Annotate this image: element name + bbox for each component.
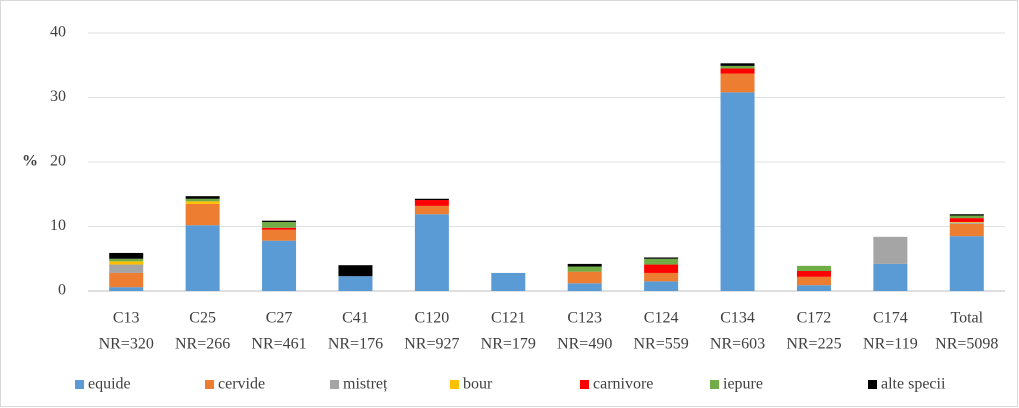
bar-segment (567, 283, 602, 291)
legend-swatch (868, 380, 877, 389)
bar-segment (567, 266, 602, 272)
bar-segment (414, 214, 449, 291)
bar-segment (567, 271, 602, 284)
bar-segment (873, 263, 908, 291)
x-tick-label: C174 (873, 310, 908, 327)
x-tick-label: C41 (342, 310, 369, 327)
bar-segment (644, 264, 679, 273)
y-tick-label: 20 (50, 153, 66, 170)
bar-segment (949, 222, 984, 224)
bar-segment (796, 285, 831, 291)
bar-segment (338, 265, 373, 277)
x-tick-label: NR=603 (710, 336, 765, 353)
bar-segment (720, 92, 755, 291)
bar-segment (796, 271, 831, 277)
bar-segment (796, 276, 831, 286)
bar-segment (949, 218, 984, 222)
bar-segment (414, 200, 449, 206)
x-tick-label: C121 (491, 310, 526, 327)
legend-swatch (330, 380, 339, 389)
legend-label: carnivore (593, 376, 653, 393)
y-tick-label: 30 (50, 88, 66, 105)
bar-segment (644, 281, 679, 291)
x-tick-label: Total (950, 310, 983, 327)
bar-segment (262, 221, 297, 228)
legend-label: bour (463, 376, 493, 393)
bar-segment (491, 272, 526, 291)
bar-segment (185, 196, 220, 199)
legend-swatch (205, 380, 214, 389)
legend-label: iepure (723, 376, 763, 393)
bar-segment (720, 65, 755, 69)
bar-segment (262, 220, 297, 222)
bar-segment (185, 225, 220, 291)
x-tick-label: C124 (644, 310, 679, 327)
bar-segment (185, 198, 220, 202)
bar-segment (109, 272, 144, 288)
x-tick-label: NR=927 (404, 336, 459, 353)
bar-segment (414, 198, 449, 201)
bar-segment (338, 276, 373, 291)
legend-swatch (450, 380, 459, 389)
legend-swatch (580, 380, 589, 389)
bar-segment (720, 73, 755, 93)
x-tick-label: C123 (567, 310, 602, 327)
bar-segment (567, 263, 602, 267)
bar-segment (720, 63, 755, 66)
bar-segment (796, 265, 831, 272)
bar-segment (644, 258, 679, 265)
x-tick-label: C134 (720, 310, 755, 327)
x-tick-label: C172 (797, 310, 832, 327)
y-tick-label: 0 (58, 282, 66, 299)
bar-segment (109, 264, 144, 273)
bar-segment (185, 203, 220, 226)
bar-segment (873, 236, 908, 264)
x-tick-label: NR=461 (251, 336, 306, 353)
bar-segment (109, 258, 144, 262)
x-tick-label: NR=179 (481, 336, 536, 353)
x-tick-label: NR=320 (99, 336, 154, 353)
legend-label: cervide (218, 376, 265, 393)
x-tick-label: C27 (266, 310, 293, 327)
bar-segment (262, 229, 297, 241)
bar-segment (109, 261, 144, 265)
legend-label: equide (88, 376, 131, 393)
bar-segment (644, 257, 679, 259)
x-tick-label: C13 (113, 310, 140, 327)
bar-segment (414, 205, 449, 215)
x-tick-label: C25 (189, 310, 216, 327)
y-tick-label: 40 (50, 24, 66, 41)
legend-swatch (710, 380, 719, 389)
bar-segment (949, 215, 984, 219)
bar-segment (949, 214, 984, 216)
y-axis-label: % (22, 153, 38, 170)
x-tick-label: NR=225 (786, 336, 841, 353)
bar-segment (720, 68, 755, 74)
x-tick-label: NR=490 (557, 336, 612, 353)
y-tick-label: 10 (50, 217, 66, 234)
bar-segment (644, 272, 679, 282)
x-tick-label: C120 (415, 310, 450, 327)
legend-label: alte specii (881, 376, 946, 393)
x-tick-label: NR=119 (863, 336, 918, 353)
legend-label: mistreț (343, 376, 388, 393)
x-tick-label: NR=176 (328, 336, 383, 353)
bar-segment (949, 221, 984, 223)
bar-segment (109, 252, 144, 259)
x-tick-label: NR=5098 (935, 336, 998, 353)
bar-segment (109, 287, 144, 291)
bar-segment (949, 236, 984, 291)
bar-segment (949, 223, 984, 237)
legend-swatch (75, 380, 84, 389)
bar-segment (185, 201, 220, 204)
x-tick-label: NR=559 (634, 336, 689, 353)
bar-segment (262, 227, 297, 230)
bar-segment (262, 240, 297, 291)
x-tick-label: NR=266 (175, 336, 230, 353)
